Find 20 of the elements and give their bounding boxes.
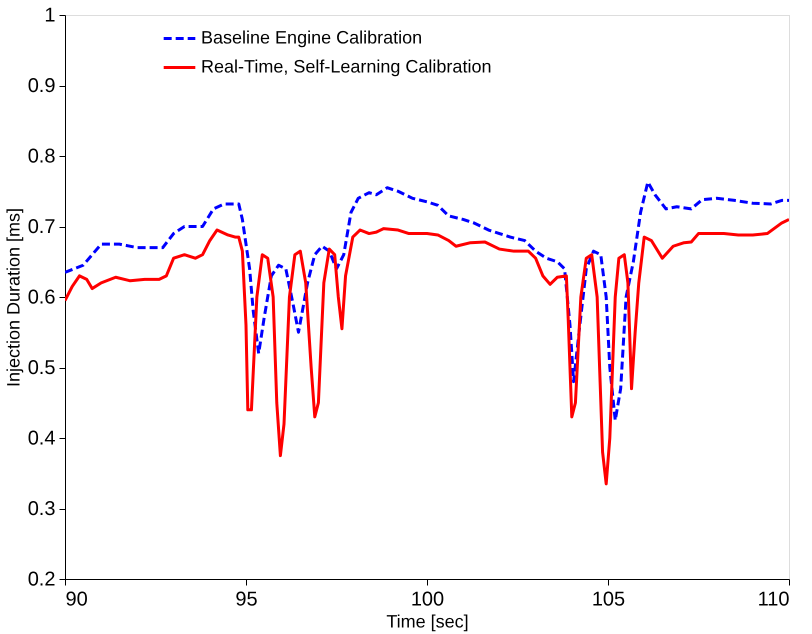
- y-tick-label: 0.6: [28, 286, 56, 308]
- line-series: [65, 218, 789, 486]
- y-tick-label: 1: [44, 4, 56, 26]
- x-tick-label: 100: [410, 588, 444, 610]
- legend-label: Real-Time, Self-Learning Calibration: [201, 56, 492, 76]
- y-tick-label: 0.9: [28, 75, 56, 97]
- legend-label: Baseline Engine Calibration: [201, 28, 422, 48]
- x-tick-label: 95: [235, 588, 258, 610]
- y-tick-label: 0.5: [28, 357, 56, 379]
- y-tick-label: 0.2: [28, 568, 56, 590]
- x-tick-label: 90: [66, 588, 88, 610]
- x-axis-title: Time [sec]: [386, 612, 469, 632]
- y-tick-label: 0.3: [28, 498, 56, 520]
- y-tick-label: 0.7: [28, 216, 56, 238]
- y-axis-title: Injection Duration [ms]: [4, 208, 24, 388]
- y-tick-label: 0.4: [28, 428, 56, 450]
- x-tick-label: 105: [592, 588, 626, 610]
- x-tick-label: 110: [758, 588, 790, 610]
- line-series: [65, 180, 789, 422]
- y-tick-label: 0.8: [28, 146, 56, 168]
